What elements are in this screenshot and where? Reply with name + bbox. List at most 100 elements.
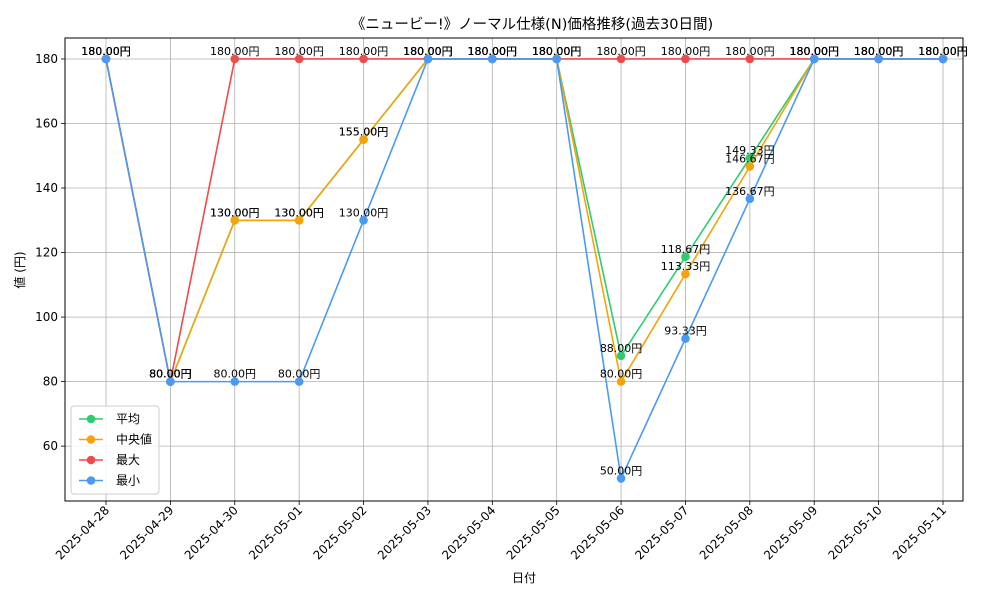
plot-frame — [64, 37, 964, 502]
data-label: 180.00円 — [918, 45, 968, 58]
y-tick-label: 120 — [35, 246, 58, 260]
data-point — [681, 252, 690, 262]
data-label: 180.00円 — [789, 45, 839, 58]
data-label: 180.00円 — [532, 45, 582, 58]
legend-marker — [86, 455, 96, 465]
data-point — [616, 474, 626, 483]
data-point — [616, 351, 626, 361]
data-point — [101, 54, 111, 64]
data-point — [294, 215, 304, 225]
data-label: 80.00円 — [278, 368, 321, 381]
data-label: 180.00円 — [403, 45, 453, 58]
data-label: 180.00円 — [468, 45, 518, 58]
data-label: 180.00円 — [81, 45, 131, 58]
data-point — [745, 194, 755, 204]
data-point — [745, 162, 755, 171]
data-point — [681, 334, 690, 343]
data-label: 180.00円 — [81, 45, 131, 58]
data-label: 93.33円 — [664, 325, 707, 338]
data-label: 180.00円 — [274, 45, 324, 58]
data-point — [294, 377, 304, 386]
data-label: 180.00円 — [468, 45, 518, 58]
data-label: 130.00円 — [274, 206, 324, 219]
chart-title: 《ニュービー!》ノーマル仕様(N)価格推移(過去30日間) — [351, 16, 713, 33]
data-label: 146.67円 — [725, 153, 775, 166]
data-label: 130.00円 — [210, 206, 260, 219]
data-point — [294, 54, 304, 64]
data-point — [359, 135, 368, 144]
data-labels: 180.00円 80.00円 130.00円 130.00円 155.00円 180.00… — [81, 45, 968, 477]
data-point — [423, 54, 433, 64]
data-label: 180.00円 — [339, 45, 389, 58]
data-label: 180.00円 — [532, 45, 582, 58]
legend-label: 最大 — [116, 453, 140, 467]
data-label: 136.67円 — [725, 185, 775, 198]
data-point — [488, 54, 497, 64]
legend-label: 平均 — [116, 412, 140, 426]
legend-label: 中央値 — [116, 432, 152, 447]
data-label: 180.00円 — [468, 45, 518, 58]
data-point — [230, 215, 240, 225]
data-label: 155.00円 — [339, 126, 389, 139]
y-axis-ticks: 60 80 100 120 140 160 180 — [35, 52, 65, 453]
data-point — [681, 269, 690, 279]
data-point — [616, 54, 626, 64]
data-point — [745, 54, 755, 64]
data-point — [359, 54, 368, 64]
data-label: 80.00円 — [600, 368, 643, 381]
data-label: 180.00円 — [596, 45, 646, 58]
data-label: 180.00円 — [81, 45, 131, 58]
grid-lines — [65, 38, 963, 501]
data-point — [552, 54, 561, 64]
data-label: 180.00円 — [403, 45, 453, 58]
data-label: 180.00円 — [532, 45, 582, 58]
data-label: 180.00円 — [918, 45, 968, 58]
data-label: 180.00円 — [789, 45, 839, 58]
data-point — [745, 153, 755, 163]
data-label: 180.00円 — [854, 45, 904, 58]
series-layer — [101, 54, 948, 483]
data-label: 80.00円 — [149, 368, 192, 381]
data-label: 80.00円 — [149, 368, 192, 381]
data-point — [874, 54, 883, 64]
data-point — [230, 54, 240, 64]
data-label: 180.00円 — [403, 45, 453, 58]
x-axis-title: 日付 — [512, 571, 536, 585]
y-tick-label: 140 — [35, 181, 58, 195]
legend-marker — [86, 435, 96, 444]
data-point — [166, 377, 175, 386]
data-label: 180.00円 — [854, 45, 904, 58]
data-label: 50.00円 — [600, 464, 643, 477]
data-label: 80.00円 — [149, 368, 192, 381]
data-label: 113.33円 — [661, 260, 711, 273]
data-label: 180.00円 — [81, 45, 131, 58]
legend-label: 最小 — [116, 474, 140, 488]
y-tick-label: 160 — [35, 117, 58, 131]
data-point — [809, 54, 819, 64]
data-label: 180.00円 — [789, 45, 839, 58]
data-point — [230, 377, 240, 386]
data-label: 118.67円 — [661, 243, 711, 256]
data-label: 180.00円 — [532, 45, 582, 58]
data-label: 80.00円 — [149, 368, 192, 381]
data-label: 180.00円 — [210, 45, 260, 58]
data-label: 80.00円 — [214, 368, 257, 381]
series-4 — [101, 54, 948, 483]
data-label: 180.00円 — [854, 45, 904, 58]
data-label: 180.00円 — [725, 45, 775, 58]
legend-box — [70, 405, 160, 495]
data-label: 130.00円 — [274, 206, 324, 219]
y-tick-label: 100 — [35, 310, 58, 324]
data-point — [616, 377, 626, 386]
y-tick-label: 180 — [35, 52, 58, 66]
data-label: 155.00円 — [339, 126, 389, 139]
data-label: 180.00円 — [789, 45, 839, 58]
series-line — [105, 58, 943, 482]
data-label: 149.33円 — [725, 144, 775, 157]
data-point — [681, 54, 690, 64]
y-axis-title: 値 (円) — [12, 251, 27, 288]
data-point — [938, 54, 948, 64]
